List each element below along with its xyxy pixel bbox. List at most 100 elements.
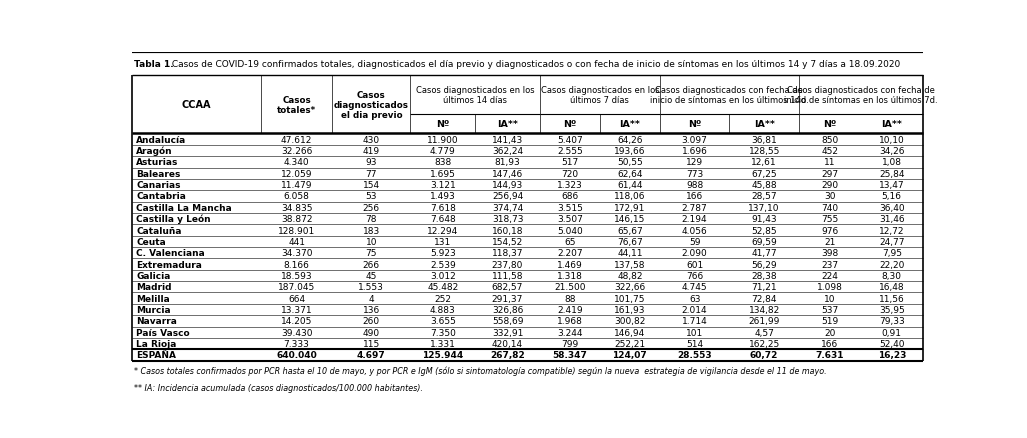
Text: 332,91: 332,91 [492, 328, 523, 337]
Text: 3.097: 3.097 [682, 135, 708, 145]
Text: 8,30: 8,30 [882, 271, 902, 280]
Text: 144,93: 144,93 [492, 181, 523, 190]
Text: 7.350: 7.350 [430, 328, 456, 337]
Text: Casos diagnosticados en los
últimos 14 días: Casos diagnosticados en los últimos 14 d… [416, 86, 534, 105]
Text: 52,40: 52,40 [879, 339, 905, 348]
Text: 21.500: 21.500 [555, 283, 585, 292]
Text: 4.779: 4.779 [430, 147, 456, 155]
Text: Casos diagnosticados en los
últimos 7 días: Casos diagnosticados en los últimos 7 dí… [540, 86, 659, 105]
Text: 7,95: 7,95 [882, 249, 902, 258]
Text: Melilla: Melilla [137, 294, 170, 303]
Text: 3.515: 3.515 [557, 203, 583, 212]
Text: 1.323: 1.323 [557, 181, 582, 190]
Text: 137,10: 137,10 [749, 203, 779, 212]
Text: ESPAÑA: ESPAÑA [137, 351, 177, 360]
Text: 64,26: 64,26 [617, 135, 643, 145]
Text: 111,58: 111,58 [492, 271, 524, 280]
Text: Casos diagnosticados con fecha de
inicio de síntomas en los últimos 14d.: Casos diagnosticados con fecha de inicio… [650, 86, 809, 105]
Text: 53: 53 [366, 192, 377, 201]
Text: 24,77: 24,77 [879, 237, 905, 246]
Text: 193,66: 193,66 [614, 147, 646, 155]
Text: 48,82: 48,82 [617, 271, 643, 280]
Text: 1.696: 1.696 [682, 147, 708, 155]
Text: 10,10: 10,10 [879, 135, 905, 145]
Text: 237: 237 [822, 260, 838, 269]
Text: 420,14: 420,14 [492, 339, 523, 348]
Text: 318,73: 318,73 [492, 215, 524, 224]
Text: 4: 4 [369, 294, 374, 303]
Text: Baleares: Baleares [137, 170, 181, 178]
Text: * Casos totales confirmados por PCR hasta el 10 de mayo, y por PCR e IgM (sólo s: * Casos totales confirmados por PCR hast… [134, 366, 827, 375]
Text: 35,95: 35,95 [879, 305, 905, 314]
Text: 362,24: 362,24 [492, 147, 523, 155]
Text: CCAA: CCAA [182, 100, 212, 110]
Text: 61,44: 61,44 [617, 181, 643, 190]
Text: Nº: Nº [563, 120, 576, 129]
Text: 1.968: 1.968 [557, 317, 583, 325]
Text: 128,55: 128,55 [749, 147, 779, 155]
Text: 22,20: 22,20 [879, 260, 905, 269]
Text: 30: 30 [824, 192, 836, 201]
Text: Cantabria: Cantabria [137, 192, 186, 201]
Text: 2.419: 2.419 [557, 305, 582, 314]
Text: 166: 166 [686, 192, 703, 201]
Text: 398: 398 [822, 249, 838, 258]
Text: 78: 78 [366, 215, 377, 224]
Text: 224: 224 [822, 271, 838, 280]
Text: Castilla y León: Castilla y León [137, 215, 211, 224]
Text: 1.331: 1.331 [430, 339, 456, 348]
Text: 640.040: 640.040 [276, 351, 317, 360]
Text: 161,93: 161,93 [614, 305, 646, 314]
Text: 5.923: 5.923 [430, 249, 456, 258]
Text: 183: 183 [363, 226, 380, 235]
Text: 686: 686 [562, 192, 578, 201]
Text: 300,82: 300,82 [614, 317, 646, 325]
Text: 720: 720 [562, 170, 578, 178]
Text: 266: 266 [363, 260, 380, 269]
Text: 838: 838 [434, 158, 452, 167]
Text: 10: 10 [366, 237, 377, 246]
Text: 62,64: 62,64 [617, 170, 643, 178]
Text: 755: 755 [822, 215, 838, 224]
Text: 8.166: 8.166 [283, 260, 309, 269]
Text: 118,06: 118,06 [614, 192, 646, 201]
Text: 71,21: 71,21 [752, 283, 777, 292]
Text: 290: 290 [822, 181, 838, 190]
Text: 11.479: 11.479 [280, 181, 312, 190]
Text: Casos diagnosticados con fecha de
inicio de síntomas en los últimos 7d.: Casos diagnosticados con fecha de inicio… [784, 86, 938, 105]
Text: 14.205: 14.205 [281, 317, 312, 325]
Text: IA**: IA** [619, 120, 640, 129]
Text: 187.045: 187.045 [278, 283, 315, 292]
Text: 32.266: 32.266 [281, 147, 312, 155]
Text: ** IA: Incidencia acumulada (casos diagnosticados/100.000 habitantes).: ** IA: Incidencia acumulada (casos diagn… [134, 383, 423, 392]
Text: 452: 452 [822, 147, 838, 155]
Text: 430: 430 [363, 135, 380, 145]
Text: 558,69: 558,69 [492, 317, 524, 325]
Text: 50,55: 50,55 [617, 158, 643, 167]
Text: 326,86: 326,86 [492, 305, 523, 314]
Text: 28.553: 28.553 [678, 351, 712, 360]
Text: 4.745: 4.745 [682, 283, 708, 292]
Text: 128.901: 128.901 [278, 226, 315, 235]
Text: 252,21: 252,21 [614, 339, 645, 348]
Text: 773: 773 [686, 170, 703, 178]
Text: 441: 441 [289, 237, 305, 246]
Text: 13,47: 13,47 [879, 181, 905, 190]
Text: 11.900: 11.900 [427, 135, 459, 145]
Text: 291,37: 291,37 [492, 294, 523, 303]
Text: Asturias: Asturias [137, 158, 179, 167]
Text: 45,88: 45,88 [752, 181, 777, 190]
Text: Ceuta: Ceuta [137, 237, 166, 246]
Text: 166: 166 [822, 339, 838, 348]
Text: 3.121: 3.121 [430, 181, 456, 190]
Text: 75: 75 [366, 249, 377, 258]
Text: 131: 131 [434, 237, 452, 246]
Text: Cataluña: Cataluña [137, 226, 182, 235]
Text: IA**: IA** [754, 120, 774, 129]
Text: 47.612: 47.612 [281, 135, 312, 145]
Text: 12,72: 12,72 [879, 226, 905, 235]
Text: 601: 601 [686, 260, 703, 269]
Text: 519: 519 [822, 317, 838, 325]
Text: 517: 517 [562, 158, 578, 167]
Text: 137,58: 137,58 [614, 260, 646, 269]
